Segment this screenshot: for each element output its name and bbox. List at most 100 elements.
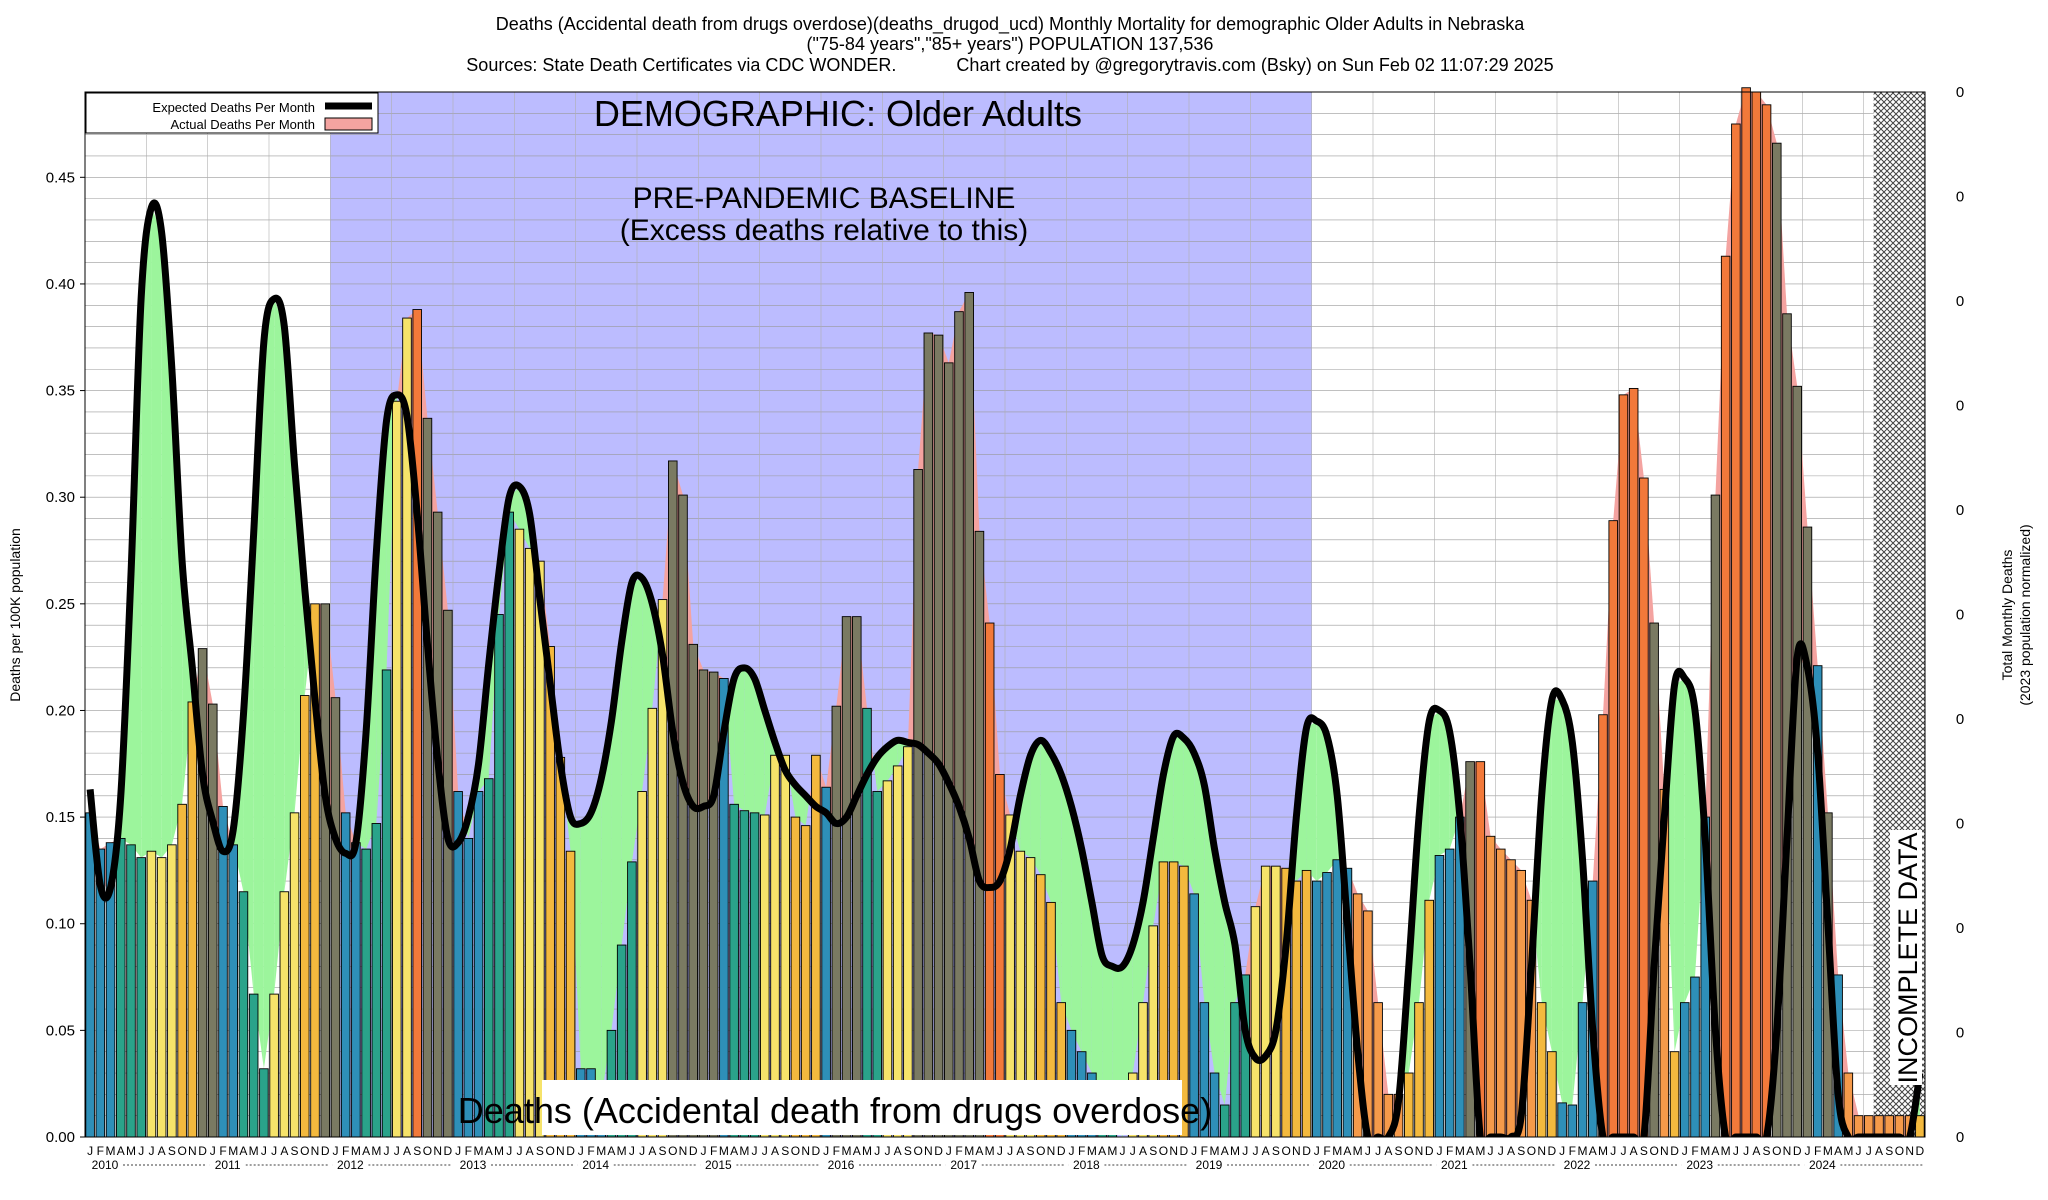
incomplete-data-label: INCOMPLETE DATA — [1893, 832, 1923, 1083]
actual-bar — [1230, 1002, 1240, 1138]
month-tick-label: J — [138, 1144, 144, 1158]
month-tick-label: A — [1016, 1144, 1024, 1158]
y-axis-label: Deaths per 100K population — [7, 528, 23, 702]
actual-bar — [1680, 1002, 1690, 1138]
bottom-label-background — [542, 1080, 1182, 1135]
month-tick-label: N — [801, 1144, 810, 1158]
actual-bar — [494, 614, 504, 1138]
month-tick-label: J — [332, 1144, 338, 1158]
actual-bar — [1720, 255, 1731, 1138]
actual-bar — [1260, 865, 1271, 1138]
month-tick-label: A — [1711, 1144, 1719, 1158]
month-tick-label: M — [1210, 1144, 1220, 1158]
year-label-background — [1068, 1158, 1105, 1172]
month-tick-label: A — [771, 1144, 779, 1158]
month-tick-label: J — [1498, 1144, 1504, 1158]
actual-bar — [524, 547, 535, 1138]
month-tick-label: M — [719, 1144, 729, 1158]
actual-bar — [300, 695, 310, 1138]
actual-bar — [422, 417, 433, 1138]
actual-bar — [698, 669, 709, 1138]
month-tick-label: S — [1272, 1144, 1280, 1158]
month-tick-label: O — [668, 1144, 677, 1158]
month-tick-label: M — [1823, 1144, 1833, 1158]
month-tick-label: N — [1783, 1144, 1792, 1158]
month-tick-label: J — [1620, 1144, 1626, 1158]
month-tick-label: J — [148, 1144, 154, 1158]
difference-fill-segment — [1143, 838, 1154, 1003]
year-label-background — [332, 1158, 369, 1172]
month-tick-label: F — [587, 1144, 594, 1158]
actual-bar — [933, 334, 944, 1138]
month-tick-label: A — [1098, 1144, 1106, 1158]
difference-fill-segment — [631, 578, 643, 862]
difference-fill-segment — [1316, 721, 1327, 882]
difference-fill-segment — [611, 642, 622, 1031]
month-tick-label: D — [1302, 1144, 1311, 1158]
month-tick-label: A — [1343, 1144, 1351, 1158]
month-tick-label: M — [842, 1144, 852, 1158]
month-tick-label: A — [1630, 1144, 1638, 1158]
year-label-background — [1681, 1158, 1718, 1172]
actual-bar — [279, 891, 290, 1138]
month-tick-label: S — [1763, 1144, 1771, 1158]
actual-bar — [1567, 1104, 1578, 1138]
actual-bar — [484, 778, 494, 1138]
actual-bar — [248, 993, 259, 1138]
month-tick-label: D — [198, 1144, 207, 1158]
actual-bar — [1741, 87, 1751, 1138]
actual-bar — [1751, 91, 1762, 1138]
y-tick-label: 0.35 — [46, 383, 75, 400]
difference-fill-segment — [1429, 710, 1440, 901]
month-tick-label: M — [739, 1144, 749, 1158]
month-tick-label: J — [752, 1144, 758, 1158]
month-tick-label: N — [1169, 1144, 1178, 1158]
actual-bar — [187, 701, 198, 1138]
actual-bar — [1690, 976, 1700, 1138]
year-label-background — [823, 1158, 859, 1172]
month-tick-label: A — [526, 1144, 534, 1158]
month-tick-label: O — [423, 1144, 432, 1158]
year-label-background — [1191, 1158, 1227, 1172]
month-tick-label: J — [874, 1144, 880, 1158]
actual-bar — [238, 891, 249, 1138]
actual-bar — [218, 805, 228, 1138]
actual-bar — [330, 697, 341, 1138]
actual-bar — [259, 1068, 269, 1138]
actual-bar — [412, 309, 422, 1138]
year-tick-label: 2010 — [92, 1158, 119, 1172]
actual-bar — [320, 603, 330, 1138]
difference-fill-segment — [263, 298, 275, 1069]
actual-bar — [1404, 1072, 1414, 1138]
month-tick-label: O — [1895, 1144, 1904, 1158]
month-tick-label: M — [1353, 1144, 1363, 1158]
legend-label-actual: Actual Deaths Per Month — [170, 117, 315, 132]
month-tick-label: M — [106, 1144, 116, 1158]
difference-fill-segment — [1224, 902, 1235, 1106]
year-tick-label: 2024 — [1809, 1158, 1836, 1172]
month-tick-label: J — [1314, 1144, 1320, 1158]
month-tick-label: M — [474, 1144, 484, 1158]
month-tick-label: M — [228, 1144, 238, 1158]
y-tick-label: 0.40 — [46, 276, 75, 293]
month-tick-label: N — [1415, 1144, 1424, 1158]
month-tick-label: D — [1057, 1144, 1066, 1158]
month-tick-label: M — [351, 1144, 361, 1158]
difference-fill-segment — [171, 369, 183, 845]
actual-bar — [1291, 880, 1302, 1138]
difference-fill-segment — [1419, 721, 1430, 1003]
actual-bar — [1608, 520, 1618, 1138]
right-tick-label: 0 — [1956, 816, 1964, 833]
month-tick-label: F — [1569, 1144, 1576, 1158]
actual-bar — [392, 400, 402, 1138]
actual-bar — [913, 469, 923, 1138]
actual-bar — [269, 993, 279, 1138]
actual-bar — [1557, 1102, 1567, 1138]
month-tick-label: N — [924, 1144, 933, 1158]
year-tick-label: 2023 — [1686, 1158, 1713, 1172]
actual-bar — [473, 791, 484, 1138]
difference-fill-segment — [1684, 678, 1695, 1003]
month-tick-label: J — [1488, 1144, 1494, 1158]
right-axis-label-line-2: (2023 population normalized) — [2017, 524, 2033, 705]
month-tick-label: J — [506, 1144, 512, 1158]
